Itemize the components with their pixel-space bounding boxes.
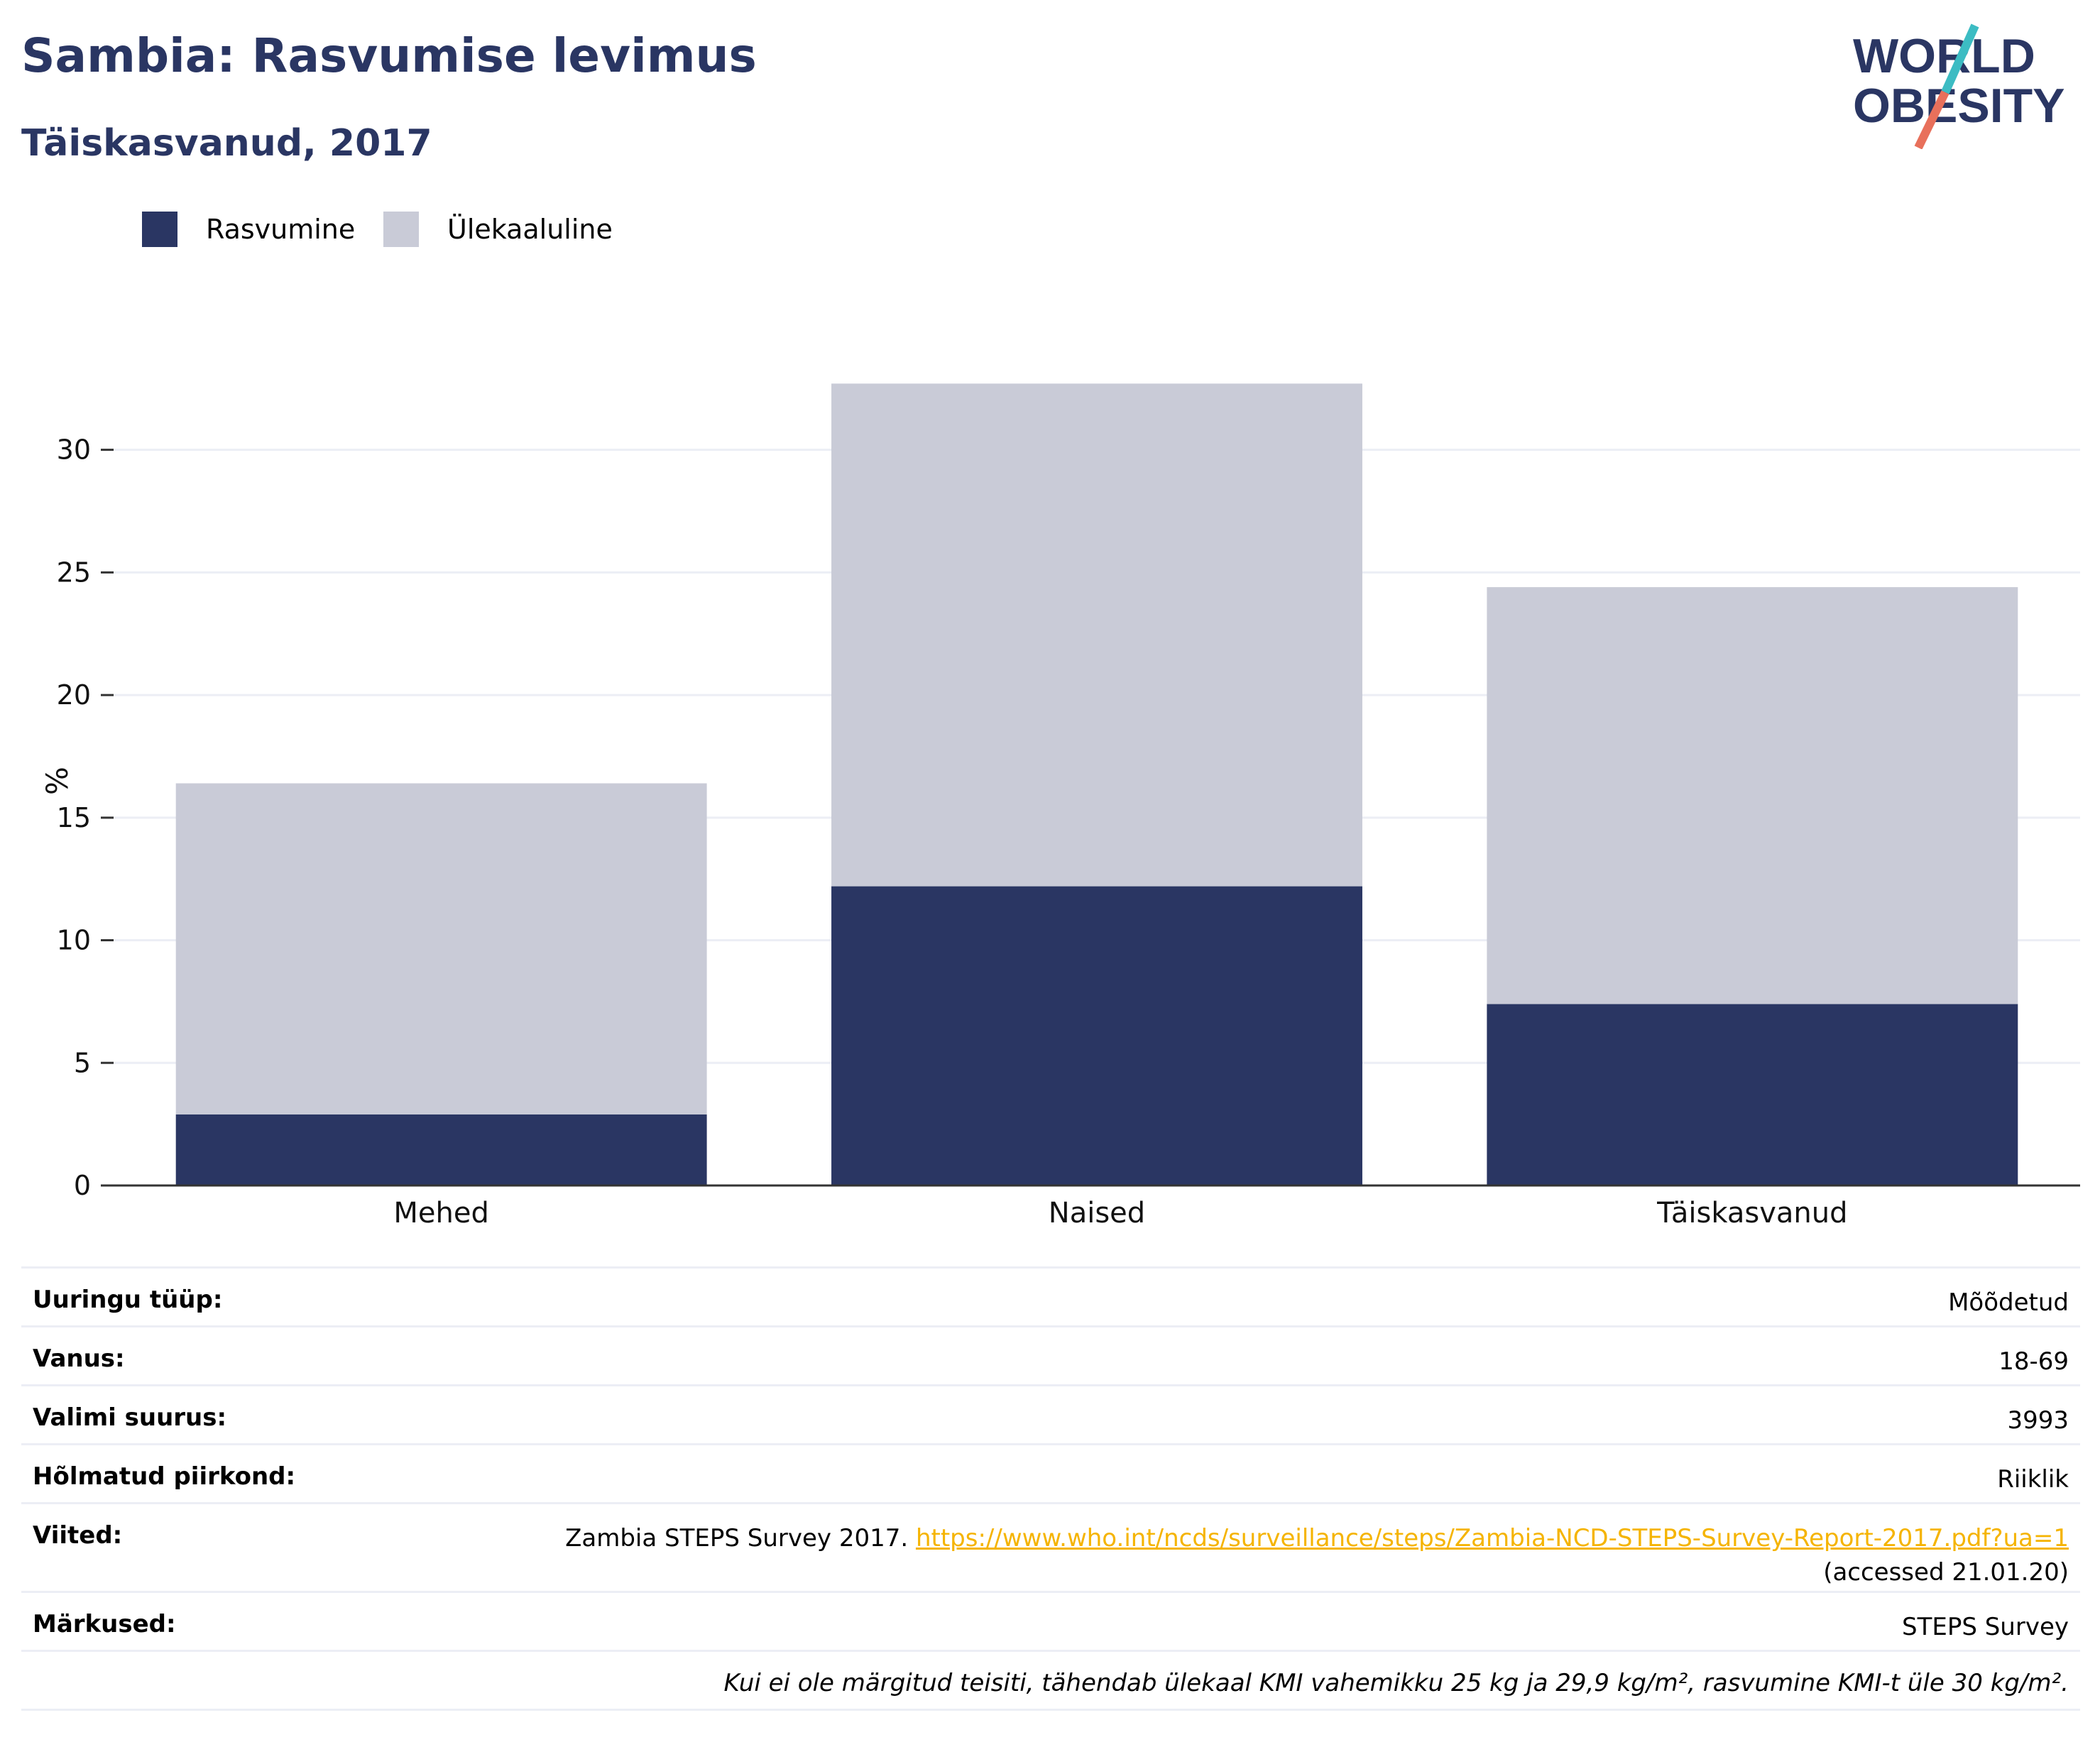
logo-line1: WORLD bbox=[1853, 29, 2035, 83]
info-label: Märkused: bbox=[33, 1610, 176, 1638]
bar-rasvumine-1 bbox=[831, 886, 1362, 1185]
reference-link[interactable]: https://www.who.int/ncds/surveillance/st… bbox=[915, 1524, 2069, 1552]
bar--lekaaluline-2 bbox=[1487, 587, 2018, 1004]
chart-subtitle: Täiskasvanud, 2017 bbox=[21, 122, 432, 165]
info-row-area-covered: Hõlmatud piirkond: Riiklik bbox=[21, 1443, 2080, 1502]
info-label: Valimi suurus: bbox=[33, 1403, 227, 1432]
info-row-age: Vanus: 18-69 bbox=[21, 1325, 2080, 1384]
legend-label-rasvumine: Rasvumine bbox=[206, 214, 356, 245]
reference-text: Zambia STEPS Survey 2017. bbox=[565, 1524, 916, 1552]
y-axis-label: % bbox=[40, 767, 75, 795]
y-tick-label: 10 bbox=[57, 925, 91, 956]
info-label: Hõlmatud piirkond: bbox=[33, 1462, 296, 1491]
info-row-notes: Märkused: STEPS Survey bbox=[21, 1591, 2080, 1650]
bar-rasvumine-2 bbox=[1487, 1004, 2018, 1185]
y-tick-label: 5 bbox=[74, 1047, 91, 1078]
bar--lekaaluline-1 bbox=[831, 383, 1362, 887]
info-label: Viited: bbox=[33, 1521, 123, 1550]
legend-swatch-rasvumine bbox=[142, 212, 177, 247]
info-label: Vanus: bbox=[33, 1345, 125, 1373]
y-tick-label: 0 bbox=[74, 1170, 91, 1201]
bar-rasvumine-0 bbox=[175, 1114, 707, 1185]
info-value: 18-69 bbox=[1998, 1347, 2069, 1376]
info-row-references: Viited: Zambia STEPS Survey 2017. https:… bbox=[21, 1502, 2080, 1591]
world-obesity-logo: WORLD OBESITY bbox=[1853, 23, 2065, 149]
legend-swatch-ulekaaluline bbox=[383, 212, 419, 247]
legend-label-ulekaaluline: Ülekaaluline bbox=[447, 214, 613, 245]
reference-accessed: (accessed 21.01.20) bbox=[1823, 1558, 2069, 1587]
x-tick-label: Naised bbox=[1049, 1197, 1145, 1230]
logo-line2: OBESITY bbox=[1853, 79, 2065, 133]
footnote: Kui ei ole märgitud teisiti, tähendab ül… bbox=[723, 1669, 2069, 1697]
logo-slash-top bbox=[1941, 23, 1979, 94]
info-value: Riiklik bbox=[1997, 1465, 2069, 1494]
info-value-references: Zambia STEPS Survey 2017. https://www.wh… bbox=[565, 1521, 2069, 1589]
y-tick-label: 30 bbox=[57, 434, 91, 466]
info-label: Uuringu tüüp: bbox=[33, 1286, 223, 1314]
info-row-survey-type: Uuringu tüüp: Mõõdetud bbox=[21, 1266, 2080, 1325]
logo-slash-bottom bbox=[1914, 90, 1949, 149]
x-tick-label: Mehed bbox=[393, 1197, 488, 1230]
info-value: Mõõdetud bbox=[1948, 1288, 2069, 1317]
bar--lekaaluline-0 bbox=[175, 783, 707, 1115]
stacked-bar-chart: 0 5 10 15 20 25 30% Mehed Naised Täiskasvanud bbox=[40, 383, 2080, 1230]
info-value: 3993 bbox=[2007, 1406, 2069, 1435]
y-tick-label: 20 bbox=[57, 679, 91, 711]
y-tick-label: 25 bbox=[57, 557, 91, 588]
chart-title: Sambia: Rasvumise levimus bbox=[21, 28, 757, 83]
y-tick-label: 15 bbox=[57, 802, 91, 833]
info-row-sample-size: Valimi suurus: 3993 bbox=[21, 1384, 2080, 1443]
info-value: STEPS Survey bbox=[1902, 1613, 2069, 1641]
info-row-footnote: Kui ei ole märgitud teisiti, tähendab ül… bbox=[21, 1650, 2080, 1711]
x-tick-label: Täiskasvanud bbox=[1656, 1197, 1847, 1230]
info-table: Uuringu tüüp: Mõõdetud Vanus: 18-69 Vali… bbox=[21, 1266, 2080, 1711]
